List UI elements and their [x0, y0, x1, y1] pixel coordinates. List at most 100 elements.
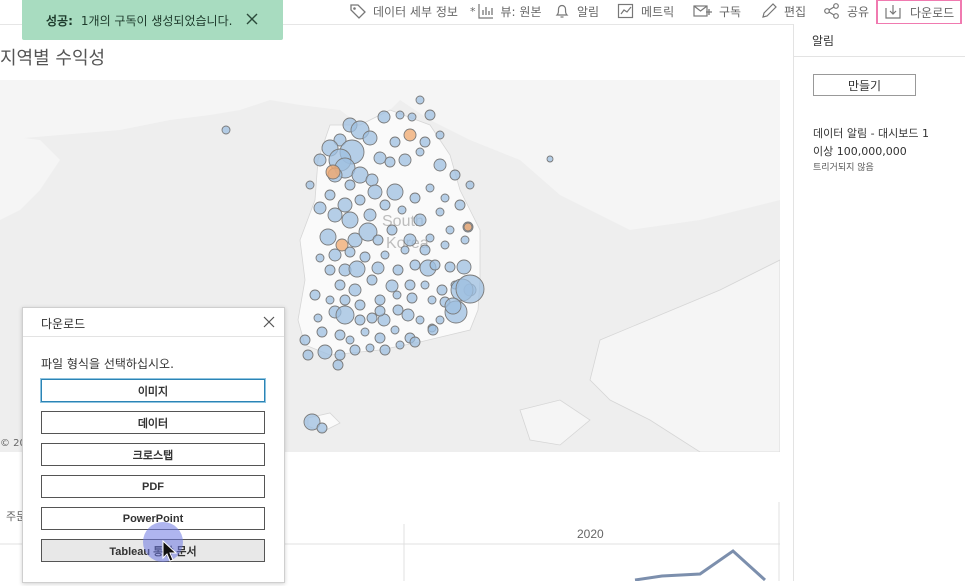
map-bubble[interactable] [354, 194, 366, 206]
map-bubble[interactable] [334, 329, 346, 341]
close-icon[interactable] [263, 316, 275, 328]
map-bubble[interactable] [335, 238, 349, 252]
map-bubble[interactable] [316, 326, 328, 338]
map-bubble[interactable] [362, 130, 378, 146]
image-format-button[interactable]: 이미지 [41, 379, 265, 402]
alert-button[interactable]: 알림 [553, 0, 599, 22]
map-bubble[interactable] [444, 297, 462, 315]
map-bubble[interactable] [302, 349, 314, 361]
map-bubble[interactable] [313, 313, 323, 323]
pdf-format-button[interactable]: PDF [41, 475, 265, 498]
data-details-button[interactable]: 데이터 세부 정보 [349, 0, 458, 22]
edit-button[interactable]: 편집 [760, 0, 806, 22]
map-bubble[interactable] [392, 304, 404, 316]
map-bubble[interactable] [379, 344, 391, 356]
map-bubble[interactable] [325, 295, 335, 305]
metric-button[interactable]: 메트릭 [617, 0, 674, 22]
map-bubble-highlight[interactable] [463, 222, 473, 232]
map-bubble[interactable] [348, 283, 362, 297]
map-bubble[interactable] [341, 211, 359, 229]
map-bubble[interactable] [419, 244, 431, 256]
map-bubble[interactable] [333, 133, 347, 147]
map-bubble[interactable] [440, 240, 450, 250]
map-bubble[interactable] [360, 327, 370, 337]
map-bubble[interactable] [449, 169, 461, 181]
map-bubble[interactable] [358, 222, 378, 242]
map-bubble[interactable] [392, 290, 402, 300]
map-bubble[interactable] [425, 233, 435, 243]
alert-name[interactable]: 데이터 알림 - 대시보드 1 [813, 127, 930, 140]
crosstab-format-button[interactable]: 크로스탭 [41, 443, 265, 466]
map-bubble[interactable] [436, 284, 448, 296]
map-bubble[interactable] [332, 359, 344, 371]
map-bubble[interactable] [315, 253, 325, 263]
map-bubble[interactable] [546, 155, 554, 163]
map-bubble[interactable] [319, 228, 337, 246]
map-bubble[interactable] [404, 279, 416, 291]
map-bubble[interactable] [354, 299, 366, 311]
map-bubble[interactable] [299, 334, 311, 346]
map-bubble[interactable] [445, 225, 455, 235]
map-bubble[interactable] [415, 147, 425, 157]
map-bubble[interactable] [373, 151, 387, 165]
map-bubble[interactable] [455, 274, 485, 304]
map-bubble[interactable] [335, 305, 355, 325]
map-bubble[interactable] [444, 261, 456, 273]
map-bubble[interactable] [427, 324, 439, 336]
map-bubble[interactable] [395, 110, 405, 120]
map-bubble[interactable] [409, 259, 421, 271]
map-bubble[interactable] [324, 264, 336, 276]
map-bubble[interactable] [374, 332, 386, 344]
map-bubble[interactable] [386, 183, 404, 201]
map-bubble[interactable] [420, 280, 430, 290]
map-bubble[interactable] [397, 205, 407, 215]
map-bubble[interactable] [345, 335, 355, 345]
map-bubble[interactable] [400, 245, 410, 255]
map-bubble[interactable] [385, 279, 399, 293]
map-bubble-highlight[interactable] [325, 164, 341, 180]
map-bubble[interactable] [407, 112, 417, 122]
map-bubble[interactable] [386, 224, 398, 236]
map-bubble[interactable] [349, 344, 361, 356]
map-bubble[interactable] [403, 128, 417, 142]
map-bubble[interactable] [392, 264, 404, 276]
download-button[interactable]: 다운로드 [876, 0, 963, 25]
map-bubble[interactable] [460, 235, 470, 245]
map-bubble[interactable] [456, 259, 472, 275]
map-bubble[interactable] [403, 233, 417, 247]
map-bubble[interactable] [334, 279, 346, 291]
map-bubble[interactable] [354, 314, 366, 326]
map-bubble[interactable] [465, 180, 475, 190]
map-bubble[interactable] [371, 261, 385, 275]
map-bubble[interactable] [367, 184, 383, 200]
map-bubble[interactable] [384, 156, 396, 168]
map-bubble[interactable] [365, 173, 379, 187]
map-bubble[interactable] [327, 207, 343, 223]
map-bubble[interactable] [313, 201, 327, 215]
map-bubble[interactable] [427, 295, 437, 305]
map-bubble[interactable] [406, 292, 418, 304]
map-bubble[interactable] [372, 234, 384, 246]
map-bubble[interactable] [365, 343, 375, 353]
map-bubble[interactable] [316, 422, 328, 434]
share-button[interactable]: 공유 [823, 0, 869, 22]
map-bubble[interactable] [309, 289, 321, 301]
map-bubble[interactable] [424, 109, 436, 121]
map-bubble[interactable] [409, 192, 421, 204]
map-bubble[interactable] [415, 95, 425, 105]
data-format-button[interactable]: 데이터 [41, 411, 265, 434]
map-bubble[interactable] [440, 193, 450, 203]
map-bubble[interactable] [419, 136, 431, 148]
map-bubble[interactable] [348, 260, 366, 278]
map-bubble[interactable] [435, 315, 445, 325]
map-canvas[interactable]: South Korea [0, 80, 780, 452]
subscribe-button[interactable]: 구독 [693, 0, 741, 22]
map-bubble[interactable] [221, 125, 231, 135]
map-bubble[interactable] [379, 199, 391, 211]
map-bubble[interactable] [377, 110, 391, 124]
map-bubble[interactable] [334, 349, 346, 361]
map-bubble[interactable] [366, 312, 378, 324]
close-icon[interactable] [245, 12, 259, 26]
map-bubble[interactable] [337, 197, 353, 213]
map-bubble[interactable] [390, 325, 400, 335]
